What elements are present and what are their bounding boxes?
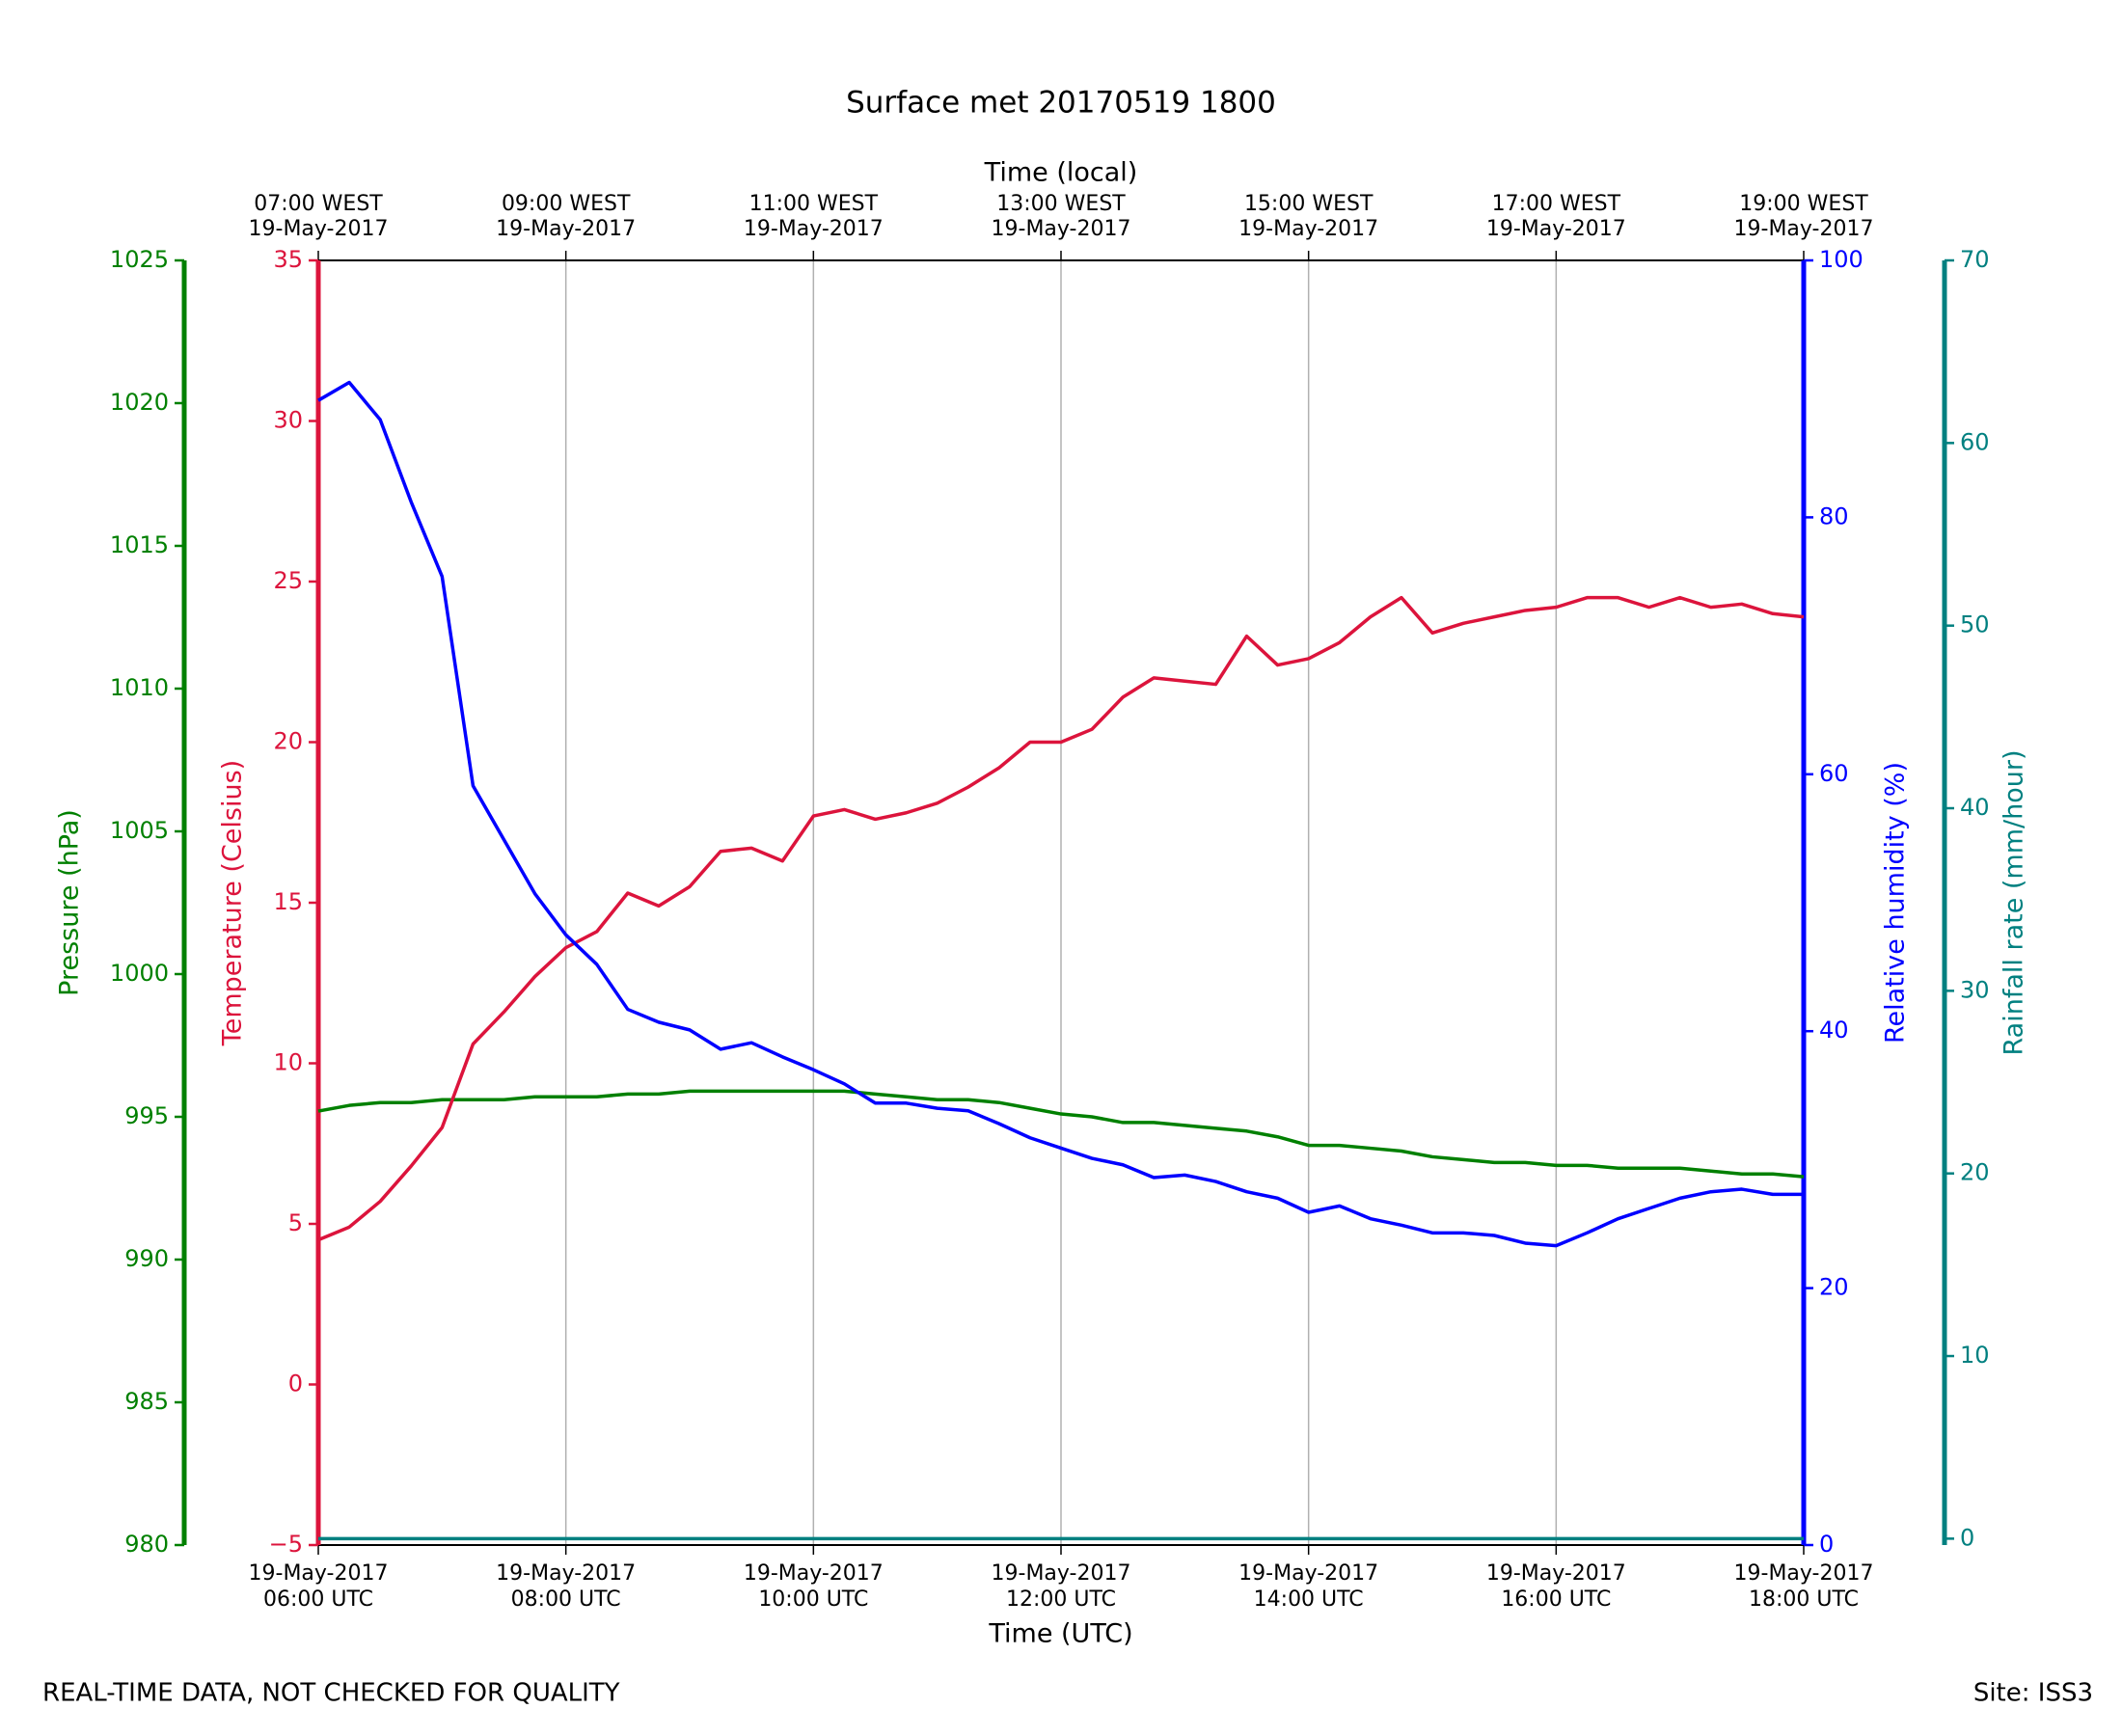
- series-line: [317, 1089, 1805, 1179]
- x2-tick-label: 19-May-2017: [249, 217, 389, 241]
- x-tick-label: 19-May-2017: [744, 1561, 884, 1586]
- y3-tick-label: 1015: [110, 531, 169, 558]
- x2-tick-label: 19-May-2017: [496, 217, 636, 241]
- footer-site: Site: ISS3: [1973, 1679, 2093, 1708]
- y2-tick-label: 40: [1819, 1017, 1849, 1044]
- x-axis-label: Time (UTC): [988, 1619, 1132, 1649]
- x2-tick-label: 13:00 WEST: [996, 192, 1126, 216]
- x-tick-label: 10:00 UTC: [758, 1587, 868, 1612]
- x-tick-label: 06:00 UTC: [263, 1587, 373, 1612]
- y3-axis-label: Pressure (hPa): [55, 809, 85, 996]
- y3-tick-label: 985: [124, 1388, 169, 1415]
- y2-tick-label: 20: [1819, 1274, 1849, 1301]
- y-tick-label: −5: [269, 1531, 303, 1558]
- y-axis-label: Temperature (Celsius): [218, 760, 248, 1046]
- chart-title: Surface met 20170519 1800: [846, 86, 1276, 121]
- y3-tick-label: 1025: [110, 246, 169, 273]
- x2-tick-label: 19-May-2017: [1734, 217, 1874, 241]
- x2-tick-label: 15:00 WEST: [1244, 192, 1374, 216]
- x-tick-label: 19-May-2017: [496, 1561, 636, 1586]
- y-tick-label: 0: [288, 1370, 303, 1397]
- x-tick-label: 12:00 UTC: [1006, 1587, 1116, 1612]
- x2-tick-label: 07:00 WEST: [254, 192, 383, 216]
- y3-tick-label: 990: [124, 1245, 169, 1272]
- x-tick-label: 19-May-2017: [992, 1561, 1131, 1586]
- y4-tick-label: 20: [1960, 1159, 1990, 1186]
- y4-tick-label: 30: [1960, 976, 1990, 1003]
- x-tick-label: 19-May-2017: [1734, 1561, 1874, 1586]
- x2-tick-label: 09:00 WEST: [502, 192, 631, 216]
- y3-tick-label: 1005: [110, 817, 169, 844]
- y-tick-label: 5: [288, 1209, 303, 1236]
- y4-tick-label: 60: [1960, 428, 1990, 455]
- y-tick-label: 30: [273, 407, 303, 434]
- y2-tick-label: 100: [1819, 246, 1864, 273]
- y-tick-label: 15: [273, 888, 303, 915]
- y4-tick-label: 10: [1960, 1342, 1990, 1369]
- y-tick-label: 20: [273, 728, 303, 755]
- y3-tick-label: 995: [124, 1102, 169, 1129]
- x-tick-label: 18:00 UTC: [1749, 1587, 1859, 1612]
- y4-tick-label: 40: [1960, 794, 1990, 821]
- y3-tick-label: 980: [124, 1531, 169, 1558]
- footer-note: REAL-TIME DATA, NOT CHECKED FOR QUALITY: [42, 1679, 620, 1708]
- x2-tick-label: 19-May-2017: [744, 217, 884, 241]
- y-tick-label: 10: [273, 1049, 303, 1076]
- x-tick-label: 19-May-2017: [1486, 1561, 1626, 1586]
- x2-tick-label: 19:00 WEST: [1739, 192, 1868, 216]
- y2-tick-label: 80: [1819, 502, 1849, 529]
- y2-tick-label: 60: [1819, 760, 1849, 787]
- x-tick-label: 16:00 UTC: [1501, 1587, 1611, 1612]
- y2-tick-label: 0: [1819, 1531, 1834, 1558]
- x2-tick-label: 19-May-2017: [1238, 217, 1378, 241]
- y3-tick-label: 1020: [110, 389, 169, 416]
- x2-tick-label: 19-May-2017: [1486, 217, 1626, 241]
- y-tick-label: 25: [273, 567, 303, 594]
- y-tick-label: 35: [273, 246, 303, 273]
- y4-tick-label: 50: [1960, 611, 1990, 638]
- x-tick-label: 19-May-2017: [1238, 1561, 1378, 1586]
- y3-tick-label: 1000: [110, 960, 169, 987]
- y4-tick-label: 70: [1960, 246, 1990, 273]
- x2-tick-label: 17:00 WEST: [1492, 192, 1621, 216]
- y4-axis-label: Rainfall rate (mm/hour): [2000, 750, 2029, 1056]
- y4-tick-label: 0: [1960, 1524, 1974, 1551]
- y3-tick-label: 1010: [110, 674, 169, 701]
- x-tick-label: 19-May-2017: [249, 1561, 389, 1586]
- x2-axis-label: Time (local): [984, 158, 1138, 188]
- x-tick-label: 14:00 UTC: [1254, 1587, 1364, 1612]
- x-tick-label: 08:00 UTC: [511, 1587, 621, 1612]
- x2-tick-label: 19-May-2017: [992, 217, 1131, 241]
- series-line: [317, 380, 1804, 1248]
- series-line: [317, 595, 1805, 1242]
- y2-axis-label: Relative humidity (%): [1881, 762, 1911, 1044]
- x2-tick-label: 11:00 WEST: [749, 192, 879, 216]
